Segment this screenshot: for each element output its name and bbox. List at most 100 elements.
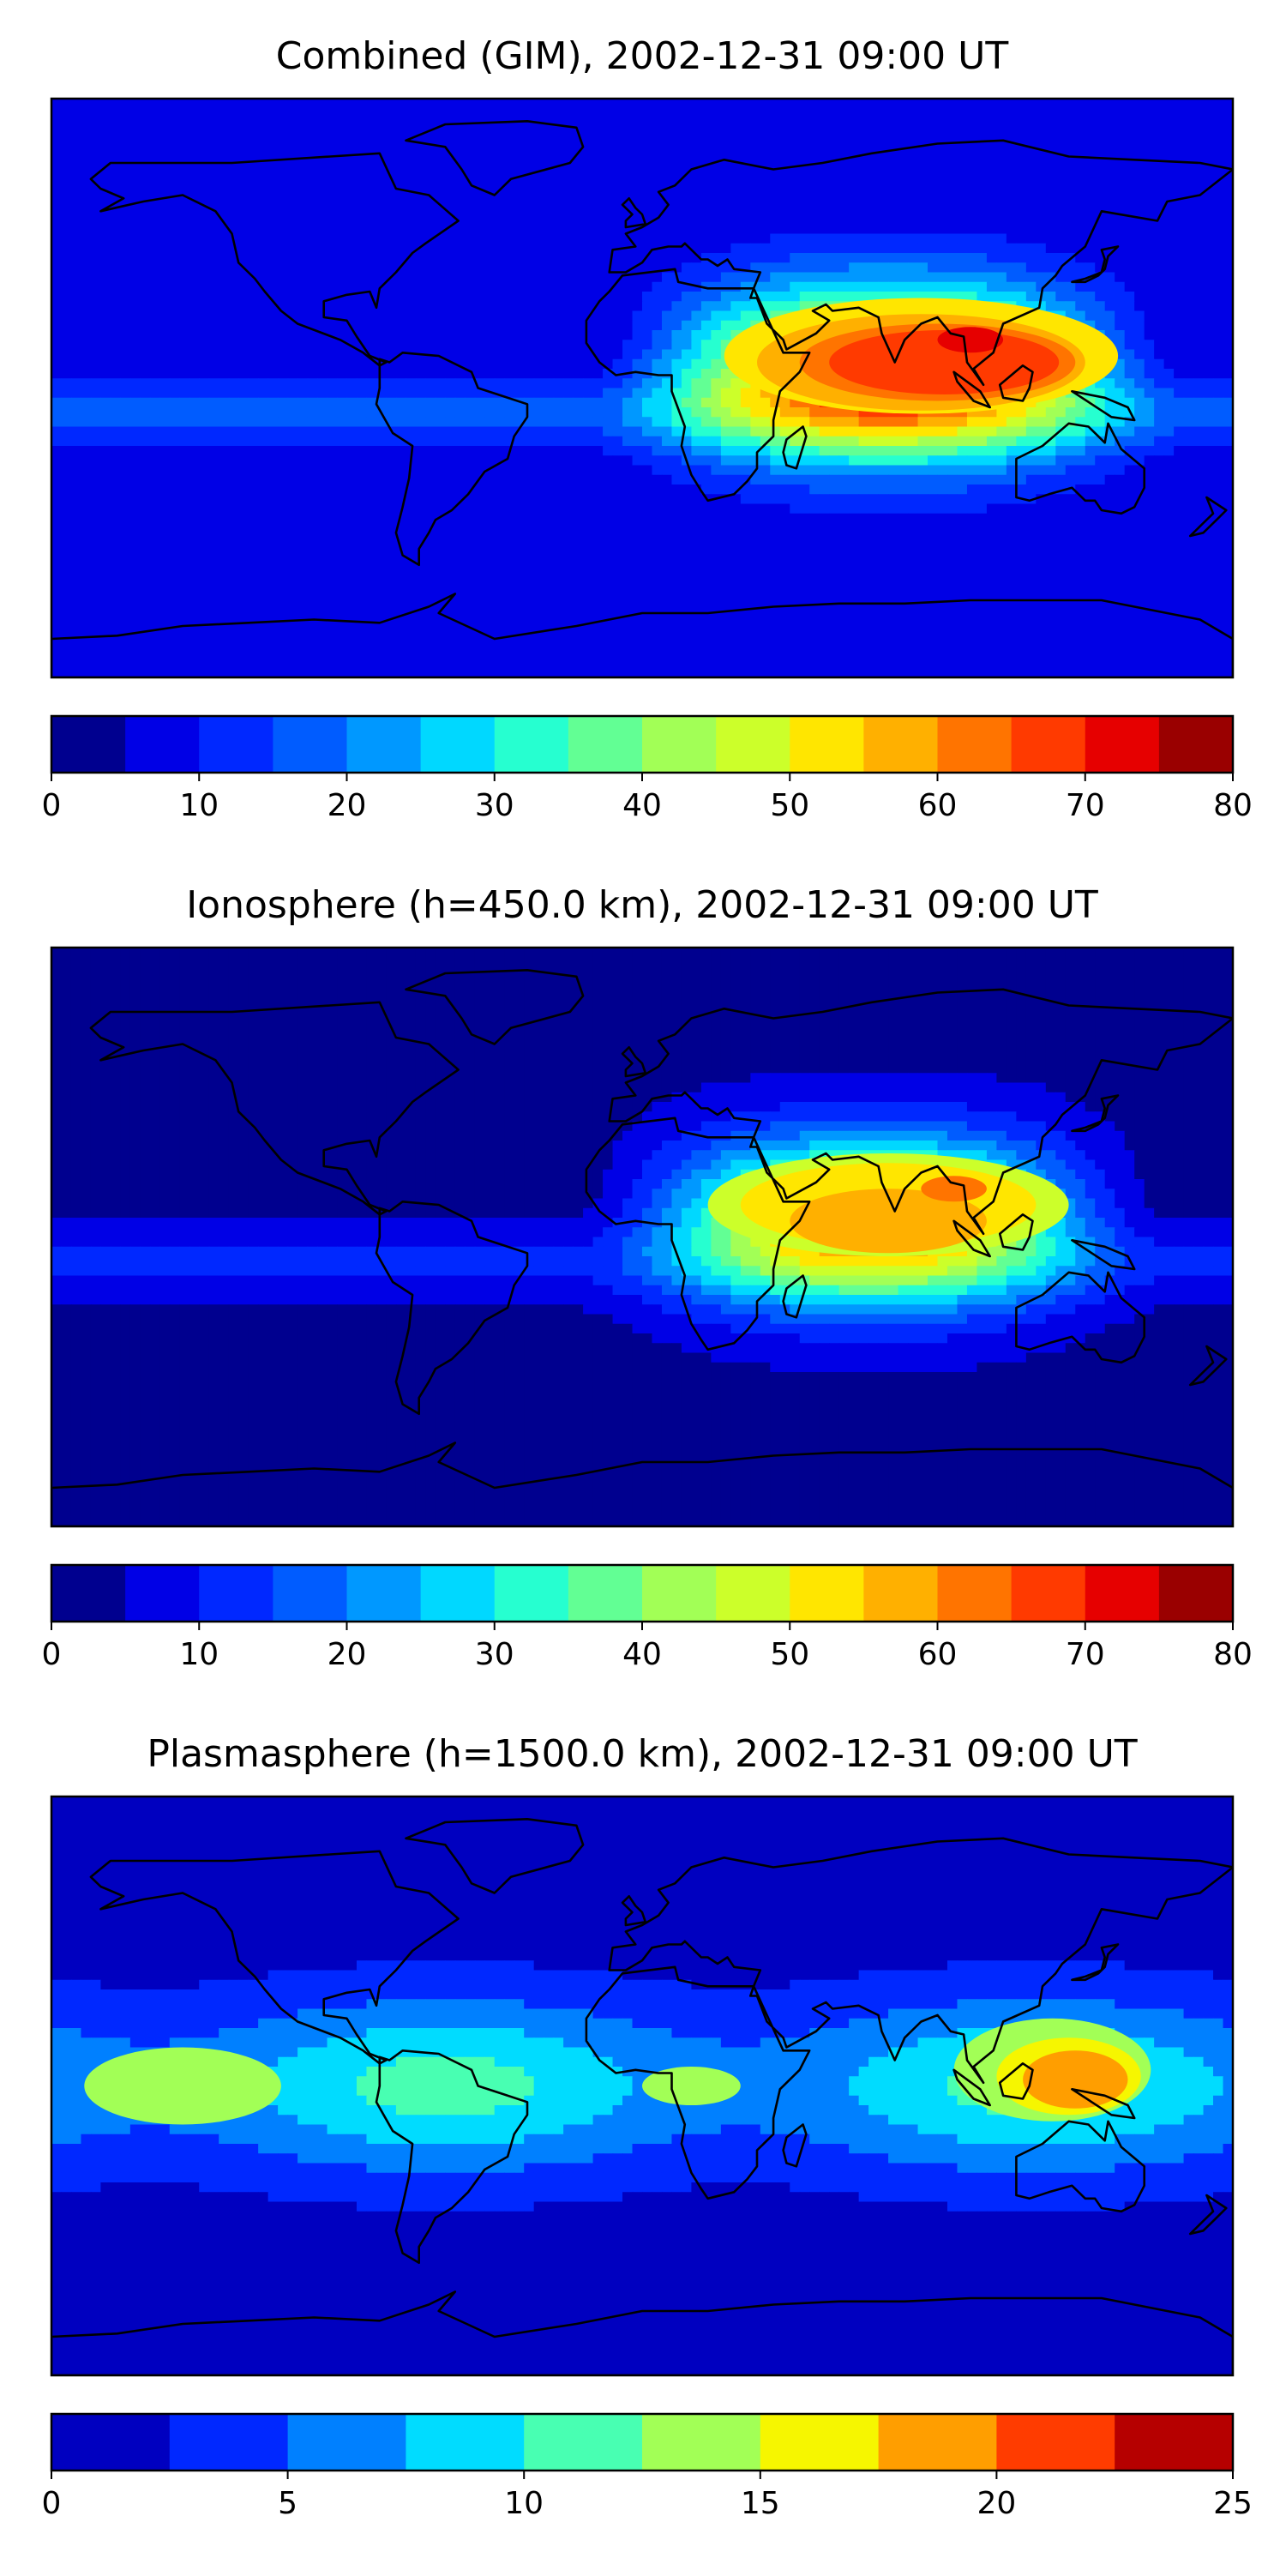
field-cell [386,185,397,196]
field-cell [406,204,417,215]
field-cell [51,147,63,158]
field-cell [81,214,92,225]
field-cell [238,349,249,360]
field-cell [652,127,663,138]
field-cell [199,301,210,312]
field-cell [267,417,279,428]
field-cell [415,330,426,340]
field-cell [376,417,388,428]
field-cell [484,243,496,254]
field-cell [120,262,131,274]
field-cell [494,108,505,119]
field-cell [189,485,200,495]
field-cell [1203,224,1214,235]
field-cell [199,127,210,138]
field-cell [81,156,92,167]
field-cell [819,108,830,119]
field-cell [376,292,388,302]
field-cell [1016,156,1027,167]
field-cell [248,465,259,476]
field-cell [248,262,259,274]
field-cell [917,137,928,147]
field-cell [642,310,653,322]
field-cell [366,272,377,283]
field-cell [61,195,72,206]
field-cell [129,292,141,302]
field-cell [1154,397,1165,408]
field-cell [691,474,702,485]
field-cell [406,108,417,119]
field-cell [838,446,850,456]
field-cell [484,388,496,399]
field-cell [327,117,338,129]
field-cell [287,262,298,274]
field-cell [583,262,594,274]
field-cell [1203,99,1214,109]
field-cell [406,147,417,158]
field-cell [632,320,643,331]
field-cell [307,224,318,235]
field-cell [159,272,171,283]
field-cell [228,330,239,340]
field-cell [868,137,880,147]
field-cell [1036,195,1047,206]
field-cell [228,166,239,177]
field-cell [278,465,289,476]
field-cell [228,272,239,283]
field-cell [829,176,840,186]
field-cell [81,137,92,147]
field-cell [70,369,82,379]
field-cell [957,426,968,437]
field-cell [790,243,801,254]
field-cell [957,281,968,292]
field-cell [592,99,604,109]
field-cell [888,436,899,447]
field-cell [957,233,968,244]
field-cell [129,176,141,186]
field-cell [544,99,555,109]
field-cell [1163,127,1175,138]
field-cell [1154,388,1165,399]
field-cell [533,349,544,360]
field-cell [425,281,436,292]
field-cell [1193,330,1205,340]
field-cell [671,281,682,292]
field-cell [937,127,948,138]
field-cell [711,262,722,274]
field-cell [120,417,131,428]
field-cell [100,358,111,370]
field-cell [642,137,653,147]
field-cell [219,204,230,215]
field-cell [199,474,210,485]
field-cell [858,117,869,129]
field-cell [454,224,466,235]
field-cell [642,156,653,167]
field-cell [465,272,476,283]
field-cell [1203,485,1214,495]
field-cell [258,417,269,428]
field-cell [169,117,180,129]
field-cell [70,426,82,437]
field-cell [514,485,525,495]
field-cell [90,494,102,505]
field-cell [592,310,604,322]
field-cell [868,233,880,244]
field-cell [474,281,485,292]
field-cell [799,465,810,476]
field-cell [544,436,555,447]
field-cell [1045,272,1056,283]
field-cell [533,465,544,476]
field-cell [986,195,997,206]
field-cell [445,214,456,225]
field-cell [819,214,830,225]
field-cell [1134,272,1145,283]
field-cell [888,272,899,283]
field-cell [1154,99,1165,109]
field-cell [928,117,939,129]
field-cell [376,340,388,351]
field-cell [366,436,377,447]
field-cell [258,166,269,177]
field-cell [435,117,446,129]
field-cell [1193,195,1205,206]
field-cell [90,417,102,428]
